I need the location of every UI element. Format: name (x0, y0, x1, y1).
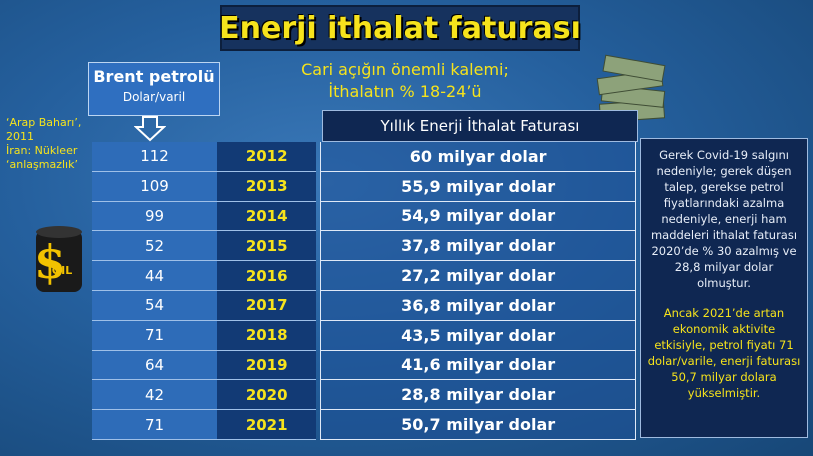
year: 2018 (217, 321, 316, 351)
import-bill: 41,6 milyar dolar (320, 351, 636, 381)
brent-unit: Dolar/varil (89, 90, 219, 104)
brent-price: 71 (92, 321, 217, 351)
import-bill: 60 milyar dolar (320, 142, 636, 172)
import-bill: 27,2 milyar dolar (320, 261, 636, 291)
import-bill: 50,7 milyar dolar (320, 410, 636, 440)
year: 2015 (217, 231, 316, 261)
year: 2012 (217, 142, 316, 172)
brent-price: 54 (92, 291, 217, 321)
year: 2021 (217, 410, 316, 440)
annotation: ‘Arap Baharı’, 2011 İran: Nükleer ‘anlaş… (6, 116, 106, 172)
slide: Enerji ithalat faturası Brent petrolü Do… (0, 0, 813, 456)
year: 2014 (217, 202, 316, 232)
year: 2020 (217, 380, 316, 410)
brent-price: 42 (92, 380, 217, 410)
subtitle: Cari açığın önemli kalemi; (250, 60, 560, 79)
year: 2013 (217, 172, 316, 202)
annotation-line: ‘Arap Baharı’, 2011 (6, 116, 106, 144)
note-paragraph: Ancak 2021’de artan ekonomik aktivite et… (647, 305, 801, 401)
subtitle: İthalatın % 18-24’ü (250, 82, 560, 101)
brent-price: 64 (92, 351, 217, 381)
import-bill: 28,8 milyar dolar (320, 380, 636, 410)
brent-price: 52 (92, 231, 217, 261)
year: 2019 (217, 351, 316, 381)
brent-price: 44 (92, 261, 217, 291)
import-bill: 37,8 milyar dolar (320, 231, 636, 261)
table-header: Yıllık Enerji İthalat Faturası (322, 110, 638, 142)
note-paragraph: Gerek Covid-19 salgını nedeniyle; gerek … (647, 147, 801, 291)
oil-barrel-icon: OIL $ (22, 222, 90, 298)
annotation-line: İran: Nükleer (6, 144, 106, 158)
year: 2017 (217, 291, 316, 321)
down-arrow (134, 116, 166, 142)
year: 2016 (217, 261, 316, 291)
brent-header: Brent petrolü Dolar/varil (88, 62, 220, 116)
title: Enerji ithalat faturası (219, 11, 581, 46)
import-bill: 55,9 milyar dolar (320, 172, 636, 202)
import-bill: 54,9 milyar dolar (320, 202, 636, 232)
brent-price: 109 (92, 172, 217, 202)
svg-text:$: $ (34, 235, 66, 289)
import-bill: 36,8 milyar dolar (320, 291, 636, 321)
title-box: Enerji ithalat faturası (220, 5, 580, 51)
brent-price: 112 (92, 142, 217, 172)
side-note: Gerek Covid-19 salgını nedeniyle; gerek … (640, 138, 808, 438)
brent-title: Brent petrolü (89, 67, 219, 86)
annotation-line: ‘anlaşmazlık’ (6, 158, 106, 172)
brent-price: 71 (92, 410, 217, 440)
import-bill: 43,5 milyar dolar (320, 321, 636, 351)
brent-price: 99 (92, 202, 217, 232)
